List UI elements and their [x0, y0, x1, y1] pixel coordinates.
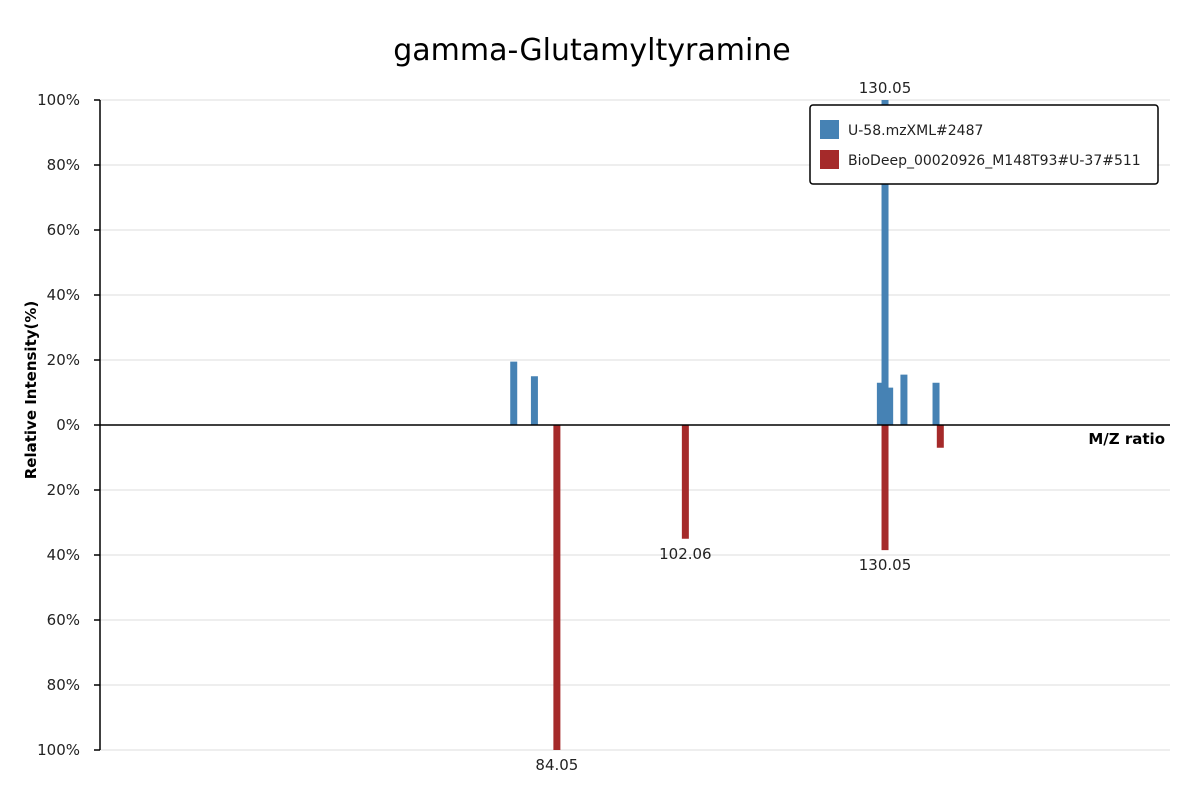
y-tick-label: 60%: [47, 611, 80, 629]
y-tick-label: 40%: [47, 546, 80, 564]
spectrum-bars: [510, 100, 944, 750]
y-tick-label: 20%: [47, 481, 80, 499]
legend: U-58.mzXML#2487 BioDeep_00020926_M148T93#…: [809, 104, 1159, 185]
peak-label: 102.06: [659, 545, 712, 563]
peak-label: 84.05: [535, 756, 578, 774]
query-peak-bar: [876, 382, 884, 425]
peak-label: 130.05: [859, 79, 912, 97]
peak-labels: 130.05 84.05 102.06 130.05: [535, 79, 911, 774]
reference-peak-bar: [881, 425, 889, 551]
y-tick-label: 40%: [47, 286, 80, 304]
legend-box: [809, 104, 1159, 185]
reference-peak-bar: [936, 425, 944, 448]
y-tick-label: 20%: [47, 351, 80, 369]
legend-entry: U-58.mzXML#2487: [848, 123, 983, 139]
y-tick-label: 80%: [47, 156, 80, 174]
x-axis-label: M/Z ratio: [1088, 430, 1165, 448]
legend-entry: BioDeep_00020926_M148T93#U-37#511: [848, 153, 1141, 169]
y-tick-label: 80%: [47, 676, 80, 694]
query-peak-bar: [510, 361, 518, 425]
y-tick-label: 100%: [37, 741, 80, 759]
query-peak-bar: [900, 374, 908, 425]
query-peak-bar: [881, 100, 889, 425]
gridlines: [94, 99, 1170, 751]
y-axis-label: Relative Intensity(%): [22, 301, 40, 480]
y-tick-label: 100%: [37, 91, 80, 109]
query-peak-bar: [886, 387, 894, 425]
legend-swatch: [820, 150, 839, 169]
y-tick-label: 60%: [47, 221, 80, 239]
query-peak-bar: [530, 376, 538, 425]
y-tick-labels: 100% 80% 60% 40% 20% 0% 20% 40% 60% 80% 100%: [37, 91, 80, 759]
legend-swatch: [820, 120, 839, 139]
peak-label: 130.05: [859, 556, 912, 574]
reference-peak-bar: [681, 425, 689, 539]
y-tick-label: 0%: [56, 416, 80, 434]
reference-peak-bar: [553, 425, 561, 750]
chart-title: gamma-Glutamyltyramine: [393, 33, 791, 68]
query-peak-bar: [932, 382, 940, 425]
